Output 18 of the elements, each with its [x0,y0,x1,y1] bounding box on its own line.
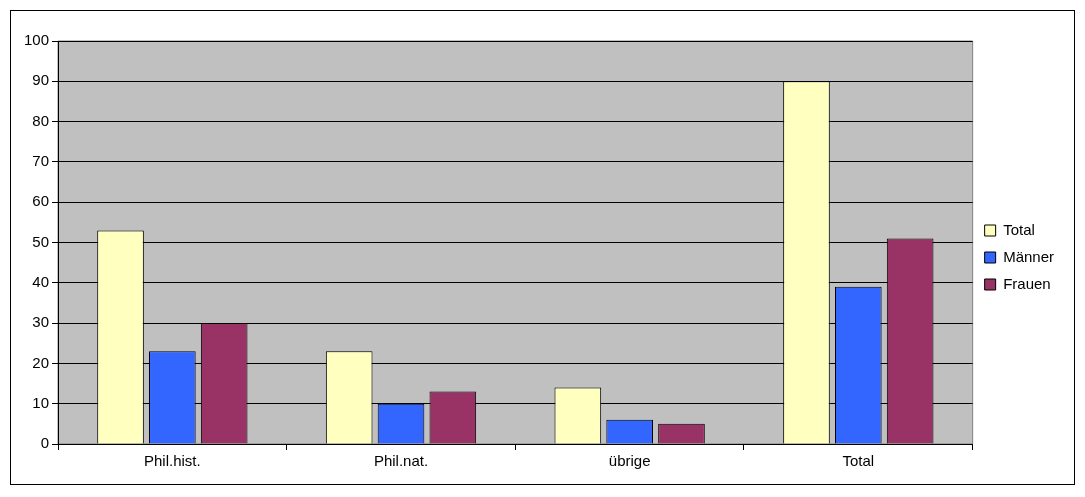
x-tick-label: Phil.hist. [144,452,201,470]
y-tick-label: 10 [32,393,50,411]
legend-label: Total [1003,220,1035,238]
y-tick-label: 30 [32,313,50,331]
y-tick-label: 0 [40,434,50,452]
y-tick-label: 80 [32,111,50,129]
legend-label: Frauen [1003,274,1051,292]
legend-label: Männer [1003,247,1054,265]
y-tick-label: 40 [32,272,50,290]
y-tick-label: 90 [32,71,50,89]
x-tick-label: übrige [608,452,651,470]
y-tick-label: 50 [32,232,50,250]
y-tick-label: 100 [24,31,50,49]
y-tick-label: 60 [32,192,50,210]
x-tick-label: Total [842,452,875,470]
y-tick-label: 20 [32,353,50,371]
y-tick-label: 70 [32,152,50,170]
x-tick-label: Phil.nat. [373,452,429,470]
